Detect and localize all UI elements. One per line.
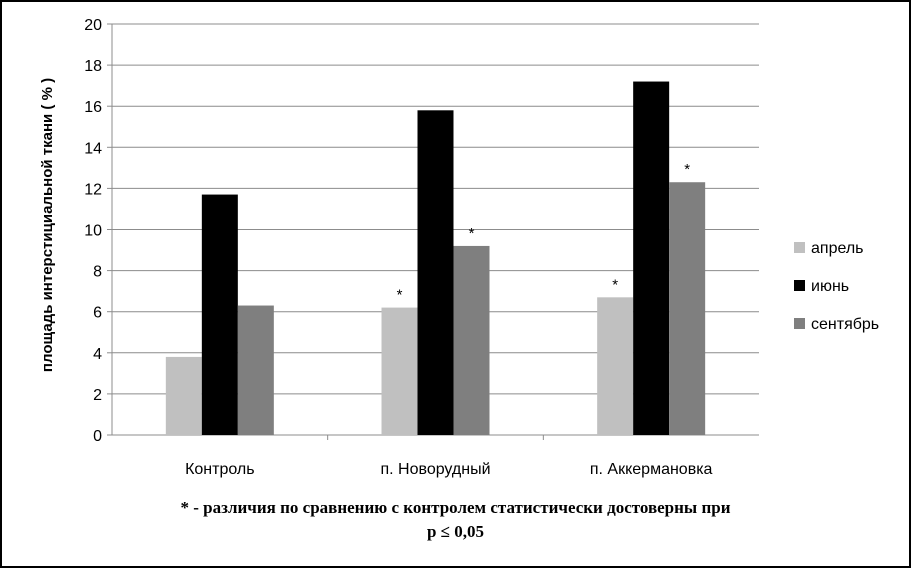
bar xyxy=(669,182,706,435)
y-tick-label: 18 xyxy=(84,58,102,75)
legend-label: июнь xyxy=(811,278,849,295)
bar xyxy=(237,305,274,435)
bar xyxy=(165,356,202,435)
y-tick-label: 10 xyxy=(84,223,102,240)
significance-marker: * xyxy=(469,225,475,242)
legend: апрель июнь сентябрь xyxy=(794,240,879,333)
bar xyxy=(201,194,238,435)
legend-swatch xyxy=(794,318,805,329)
x-tick-label: Контроль xyxy=(185,461,255,478)
legend-label: апрель xyxy=(811,240,864,257)
significance-marker: * xyxy=(397,287,403,304)
bar xyxy=(381,307,418,435)
y-tick-label: 2 xyxy=(93,387,102,404)
bar xyxy=(633,81,670,435)
x-tick-label: п. Новорудный xyxy=(380,461,490,478)
legend-label: сентябрь xyxy=(811,316,879,333)
legend-swatch xyxy=(794,242,805,253)
y-tick-label: 6 xyxy=(93,305,102,322)
y-tick-label: 4 xyxy=(93,346,102,363)
bar xyxy=(453,245,490,435)
bars xyxy=(165,81,706,435)
y-tick-label: 12 xyxy=(84,181,102,198)
y-tick-label: 8 xyxy=(93,264,102,281)
y-tick-label: 16 xyxy=(84,99,102,116)
significance-marker: * xyxy=(612,276,618,293)
significance-marker: * xyxy=(684,161,690,178)
y-tick-label: 0 xyxy=(93,428,102,445)
x-tick-label: п. Аккермановка xyxy=(590,461,713,478)
y-tick-label: 20 xyxy=(84,17,102,34)
footnote: * - различия по сравнению с контролем ст… xyxy=(2,496,909,544)
tick-labels: 0 2 4 6 8 10 12 14 16 18 20 Контроль * * п. Новорудный… xyxy=(84,17,712,478)
footnote-line-1: * - различия по сравнению с контролем ст… xyxy=(180,498,731,517)
y-axis-label: площадь интерстициальной ткани ( % ) xyxy=(39,78,56,372)
y-tick-label: 14 xyxy=(84,140,102,157)
legend-swatch xyxy=(794,280,805,291)
footnote-line-2: p ≤ 0,05 xyxy=(426,522,485,541)
bar xyxy=(417,110,454,435)
bar xyxy=(597,297,634,435)
